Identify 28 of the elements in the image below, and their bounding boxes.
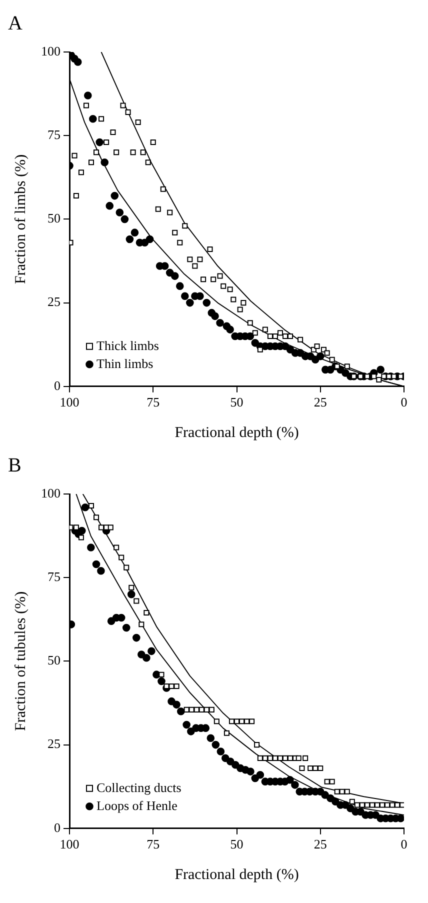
x-tick-label: 25: [314, 394, 327, 410]
x-tick-label: 75: [146, 394, 160, 410]
y-tick-label: 75: [48, 569, 60, 584]
chart-title: A: [8, 12, 23, 34]
x-tick-label: 50: [230, 836, 244, 852]
legend-label: Thick limbs: [96, 338, 159, 353]
legend-label: Loops of Henle: [96, 798, 178, 813]
x-tick-label: 0: [400, 836, 408, 852]
y-tick-label: 100: [41, 43, 60, 58]
y-tick-label: 0: [54, 820, 60, 835]
x-tick-label: 50: [230, 394, 244, 410]
x-axis-title: Fractional depth (%): [174, 424, 299, 441]
y-tick-label: 0: [54, 378, 60, 393]
x-tick-label: 0: [400, 394, 408, 410]
x-tick-label: 25: [314, 836, 327, 852]
x-tick-label: 75: [146, 836, 160, 852]
y-tick-label: 25: [48, 736, 60, 752]
y-tick-label: 50: [48, 652, 60, 668]
y-tick-label: 25: [48, 294, 60, 310]
chart-title: B: [8, 454, 22, 476]
y-tick-label: 50: [48, 210, 60, 226]
y-tick-label: 75: [48, 127, 60, 142]
x-axis-title: Fractional depth (%): [174, 866, 299, 883]
y-axis-title: Fraction of limbs (%): [12, 154, 29, 284]
y-tick-label: 100: [41, 485, 60, 500]
legend-label: Collecting ducts: [96, 780, 182, 795]
legend-label: Thin limbs: [96, 356, 154, 371]
y-axis-title: Fraction of tubules (%): [12, 591, 29, 731]
